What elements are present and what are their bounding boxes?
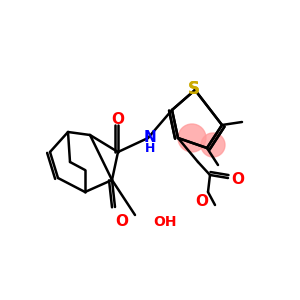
Text: N: N: [144, 130, 156, 145]
Text: O: O: [196, 194, 208, 209]
Text: O: O: [116, 214, 128, 230]
Text: S: S: [188, 80, 200, 98]
Text: H: H: [145, 142, 155, 154]
Text: OH: OH: [153, 215, 176, 229]
Text: O: O: [232, 172, 244, 188]
Text: O: O: [112, 112, 124, 128]
Circle shape: [178, 124, 206, 152]
Text: S: S: [188, 80, 200, 98]
Circle shape: [201, 133, 225, 157]
